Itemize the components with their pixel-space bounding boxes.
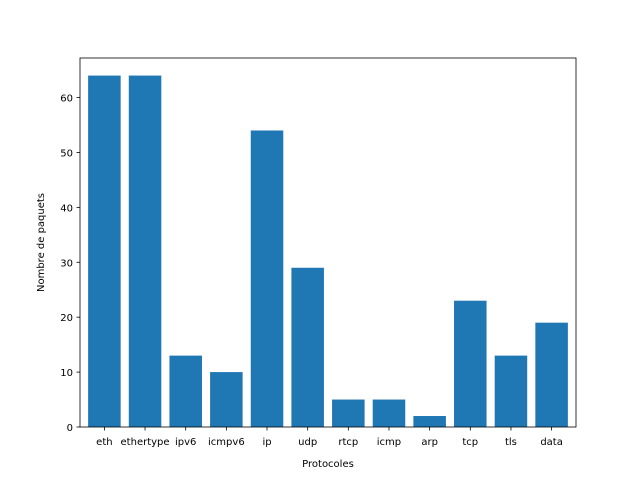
x-tick-label: data (540, 437, 563, 448)
bar-udp (291, 267, 324, 427)
bar-data (535, 322, 568, 427)
y-tick-label: 20 (60, 313, 73, 324)
x-tick-label: tcp (462, 437, 478, 448)
x-tick-label: rtcp (338, 437, 358, 448)
x-tick-label: tls (505, 437, 517, 448)
x-tick-label: ipv6 (175, 437, 196, 448)
x-tick-label: udp (298, 437, 317, 448)
bar-tcp (454, 300, 487, 427)
x-tick-label: icmp (377, 437, 401, 448)
x-tick-label: eth (96, 437, 112, 448)
bar-ethertype (128, 75, 162, 428)
y-tick-label: 40 (60, 203, 73, 214)
y-tick-label: 0 (67, 423, 73, 434)
x-tick-label: ip (262, 437, 271, 448)
x-tick-label: ethertype (121, 437, 170, 448)
y-axis-ticks: 0 10 20 30 40 50 60 (60, 94, 80, 434)
y-tick-label: 60 (60, 94, 73, 105)
y-axis-label: Nombre de paquets (36, 193, 47, 292)
y-tick-label: 30 (60, 258, 73, 269)
bar-eth (88, 75, 121, 428)
x-axis-label: Protocoles (302, 459, 354, 470)
bar-ipv6 (169, 355, 202, 427)
x-tick-label: icmpv6 (208, 437, 245, 448)
bar-arp (413, 416, 446, 427)
x-axis-ticks: eth ethertype ipv6 icmpv6 ip udp rtcp icmp arp tc… (96, 427, 563, 448)
plot-frame (79, 57, 577, 428)
x-tick-label: arp (421, 437, 438, 448)
bar-ip (250, 130, 284, 427)
bar-tls (494, 355, 528, 427)
bars-group (88, 75, 568, 428)
bar-rtcp (332, 399, 365, 427)
y-tick-label: 50 (60, 148, 73, 159)
bar-icmpv6 (210, 372, 243, 427)
bar-icmp (372, 399, 406, 427)
y-tick-label: 10 (60, 368, 73, 379)
